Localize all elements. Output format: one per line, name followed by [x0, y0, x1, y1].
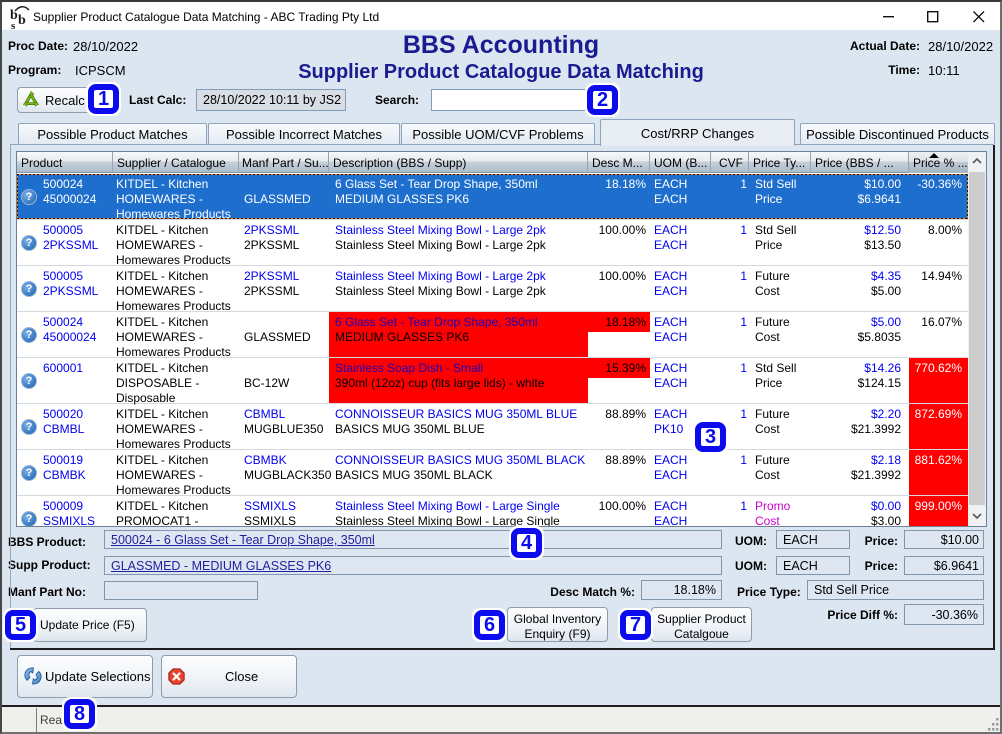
svg-text:b: b: [10, 8, 18, 23]
svg-text:b: b: [18, 13, 26, 28]
svg-text:s: s: [11, 20, 16, 31]
